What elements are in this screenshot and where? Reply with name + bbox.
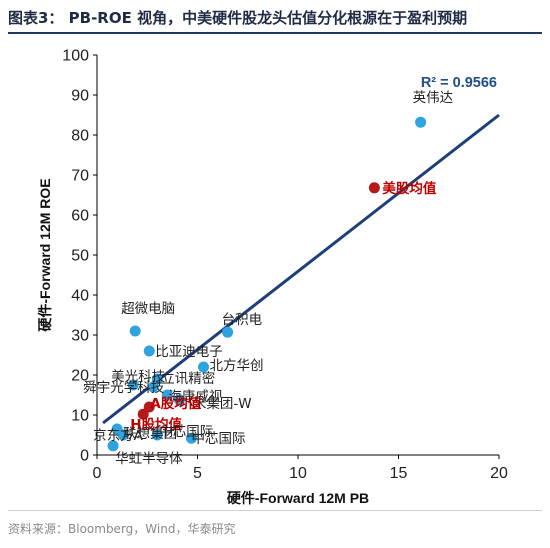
x-tick-label: 5 (193, 465, 202, 482)
average-point (137, 408, 149, 420)
y-tick-label: 60 (71, 208, 89, 225)
point-label: A股均值 (150, 395, 201, 412)
y-tick-label: 90 (71, 88, 89, 105)
company-point (173, 394, 185, 406)
point-labels: 英伟达美股均值超微电脑台积电比亚迪电子立讯精密北方华创美光科技舜宇光学科技海康威… (83, 89, 453, 467)
point-label: 美股均值 (382, 180, 436, 197)
scatter-chart: 0 10 20 30 40 50 60 70 80 90 100 0 5 10 15 20 英伟达美股均值超… (37, 48, 508, 507)
point-label: 华虹半导体 (115, 451, 183, 467)
company-point (147, 381, 159, 393)
point-label: 中芯国际 (191, 431, 245, 447)
point-label: 舜宇光学科技 (83, 380, 164, 396)
y-tick-label: 0 (80, 448, 89, 465)
y-tick-label: 40 (71, 288, 89, 305)
point-label: 海康威视 (168, 388, 222, 405)
point-label: 京东方A (93, 428, 143, 444)
y-tick-label: 80 (71, 128, 89, 145)
average-point (368, 182, 380, 194)
company-point (198, 361, 210, 373)
point-label: 超微电脑 (121, 301, 175, 317)
point-label: 英伟达 (413, 89, 454, 106)
company-point (107, 440, 119, 452)
data-points (107, 116, 427, 452)
y-tick-label: 20 (71, 368, 89, 385)
y-tick-label: 10 (71, 408, 89, 425)
company-point (161, 389, 173, 401)
point-label: 立讯精密 (161, 370, 215, 387)
figure-title: 图表3： PB-ROE 视角，中美硬件股龙头估值分化根源在于盈利预期 (8, 6, 542, 34)
y-tick-label: 30 (71, 328, 89, 345)
company-point (127, 379, 139, 391)
y-tick-label: 100 (62, 48, 89, 65)
point-label: 北方华创 (210, 358, 264, 374)
point-label: 比亚迪电子 (155, 344, 223, 360)
x-axis-title: 硬件-Forward 12M PB (227, 490, 369, 506)
footer-divider (8, 510, 542, 511)
trendline (102, 113, 500, 425)
company-point (222, 326, 234, 338)
y-axis-ticks: 0 10 20 30 40 50 60 70 80 90 100 (62, 48, 97, 465)
x-tick-label: 20 (490, 465, 508, 482)
source-note: 资料来源：Bloomberg，Wind，华泰研究 (8, 522, 236, 536)
x-axis-ticks: 0 5 10 15 20 (93, 455, 508, 482)
company-point (129, 325, 141, 337)
company-point (143, 345, 155, 357)
x-tick-label: 10 (289, 465, 307, 482)
x-tick-label: 0 (93, 465, 102, 482)
y-tick-label: 50 (71, 248, 89, 265)
company-point (415, 116, 427, 128)
r-squared-label: R² = 0.9566 (421, 75, 497, 91)
x-tick-label: 15 (390, 465, 408, 482)
y-tick-label: 70 (71, 168, 89, 185)
point-label: 中芯国际 (159, 424, 213, 440)
point-label: H股均值 (130, 416, 182, 433)
company-point (185, 432, 197, 444)
point-label: 美光科技 (111, 369, 165, 385)
average-point (143, 401, 155, 413)
point-label: 台积电 (222, 312, 263, 328)
trendline-group (102, 113, 500, 425)
y-axis-title: 硬件-Forward 12M ROE (37, 178, 53, 331)
point-label: 联想集团 (123, 426, 177, 442)
company-point (151, 429, 163, 441)
point-label: 小米集团-W (179, 396, 251, 412)
company-point (117, 429, 129, 441)
